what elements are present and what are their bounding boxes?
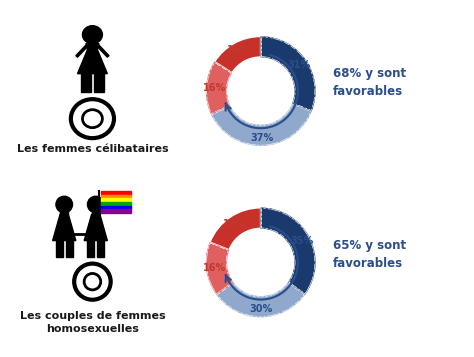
Wedge shape (210, 208, 261, 250)
Text: 16%: 16% (203, 263, 226, 273)
Circle shape (87, 196, 104, 213)
Bar (100, 191, 130, 195)
Circle shape (56, 196, 73, 213)
Polygon shape (76, 45, 87, 57)
Polygon shape (66, 241, 73, 257)
Wedge shape (206, 242, 233, 295)
Polygon shape (88, 241, 94, 257)
Text: 35%: 35% (291, 236, 314, 246)
Polygon shape (56, 241, 63, 257)
Text: Les couples de femmes
homosexuelles: Les couples de femmes homosexuelles (19, 311, 165, 334)
Polygon shape (98, 45, 109, 57)
Polygon shape (91, 206, 100, 214)
Text: 19%: 19% (223, 219, 246, 229)
Text: 31%: 31% (288, 60, 311, 70)
Wedge shape (217, 282, 305, 317)
Text: 30%: 30% (249, 304, 273, 314)
Polygon shape (53, 214, 76, 241)
Bar (100, 202, 130, 206)
Wedge shape (206, 62, 232, 114)
Polygon shape (60, 206, 68, 214)
Text: 16%: 16% (203, 83, 226, 93)
Text: 37%: 37% (251, 132, 274, 142)
Polygon shape (94, 74, 104, 92)
Text: 65% y sont
favorables: 65% y sont favorables (333, 239, 406, 270)
Bar (100, 198, 130, 202)
Bar (100, 206, 130, 209)
Circle shape (82, 26, 102, 44)
Bar (100, 209, 130, 213)
Wedge shape (261, 36, 315, 111)
Text: 68% y sont
favorables: 68% y sont favorables (333, 67, 406, 98)
Polygon shape (84, 214, 107, 241)
Wedge shape (211, 104, 311, 146)
Text: Les femmes célibataires: Les femmes célibataires (17, 144, 168, 154)
Polygon shape (78, 50, 107, 74)
Polygon shape (86, 44, 99, 50)
Text: 16%: 16% (227, 45, 250, 55)
Polygon shape (98, 241, 104, 257)
Wedge shape (215, 36, 261, 73)
Polygon shape (81, 74, 91, 92)
Bar (100, 195, 130, 198)
Wedge shape (261, 208, 315, 295)
